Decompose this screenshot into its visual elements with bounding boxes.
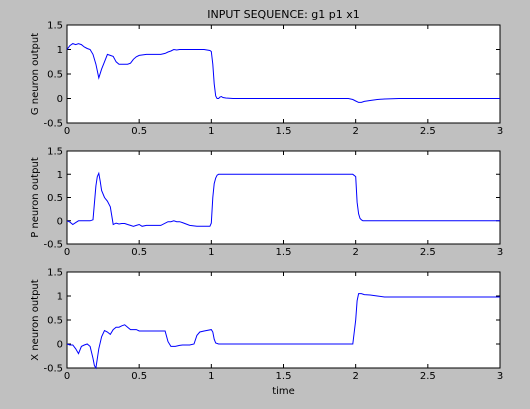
- x-tick-label: 3: [497, 247, 503, 258]
- x-tick-label: 2: [352, 126, 358, 137]
- x-tick-label: 0.5: [131, 247, 147, 258]
- x-tick-label: 3: [497, 126, 503, 137]
- y-axis-label: P neuron output: [30, 157, 41, 238]
- y-tick-label: -0.5: [43, 240, 63, 251]
- x-tick-label: 3: [497, 371, 503, 382]
- x-tick-label: 1: [208, 247, 214, 258]
- y-tick-label: 0: [57, 216, 63, 227]
- x-tick-label: 1.5: [276, 247, 292, 258]
- x-tick-label: 1.5: [276, 126, 292, 137]
- subplot-3: 0 0.5 1 1.5 2 2.5 3-0.500.511.5X neuron output…: [30, 268, 503, 398]
- y-axis-label: X neuron output: [30, 279, 41, 360]
- x-tick-label: 1.5: [276, 371, 292, 382]
- x-tick-label: 0.5: [131, 371, 147, 382]
- y-tick-label: 1.5: [47, 21, 63, 32]
- y-tick-label: 0: [57, 340, 63, 351]
- y-tick-label: 1.5: [47, 147, 63, 158]
- x-tick-label: 2.5: [420, 371, 436, 382]
- plot-area: [66, 271, 501, 369]
- y-tick-label: -0.5: [43, 119, 63, 130]
- subplot-1: 0 0.5 1 1.5 2 2.5 3-0.500.511.5G neuron output…: [30, 8, 503, 137]
- y-tick-label: 1: [57, 45, 63, 56]
- x-tick-label: 0: [64, 247, 70, 258]
- series-line: [66, 293, 500, 370]
- y-tick-label: 0.5: [47, 70, 63, 81]
- y-tick-label: -0.5: [43, 364, 63, 375]
- x-tick-label: 0: [64, 371, 70, 382]
- y-tick-label: 1.5: [47, 268, 63, 279]
- y-axis-label: G neuron output: [30, 33, 41, 115]
- x-tick-label: 1: [208, 371, 214, 382]
- chart-title: INPUT SEQUENCE: g1 p1 x1: [207, 8, 360, 21]
- subplot-2: 0 0.5 1 1.5 2 2.5 3-0.500.511.5P neuron output: [30, 147, 503, 259]
- series-line: [66, 171, 500, 227]
- x-tick-label: 2: [352, 371, 358, 382]
- x-tick-label: 0: [64, 126, 70, 137]
- x-tick-label: 2: [352, 247, 358, 258]
- x-axis-label: time: [272, 386, 295, 397]
- y-tick-label: 0.5: [47, 193, 63, 204]
- plot-area: [66, 24, 501, 124]
- plot-area: [66, 150, 501, 245]
- y-tick-label: 0.5: [47, 316, 63, 327]
- y-tick-label: 1: [57, 170, 63, 181]
- y-tick-label: 0: [57, 94, 63, 105]
- series-line: [66, 43, 500, 103]
- x-tick-label: 2.5: [420, 126, 436, 137]
- x-tick-label: 1: [208, 126, 214, 137]
- y-tick-label: 1: [57, 292, 63, 303]
- x-tick-label: 2.5: [420, 247, 436, 258]
- x-tick-label: 0.5: [131, 126, 147, 137]
